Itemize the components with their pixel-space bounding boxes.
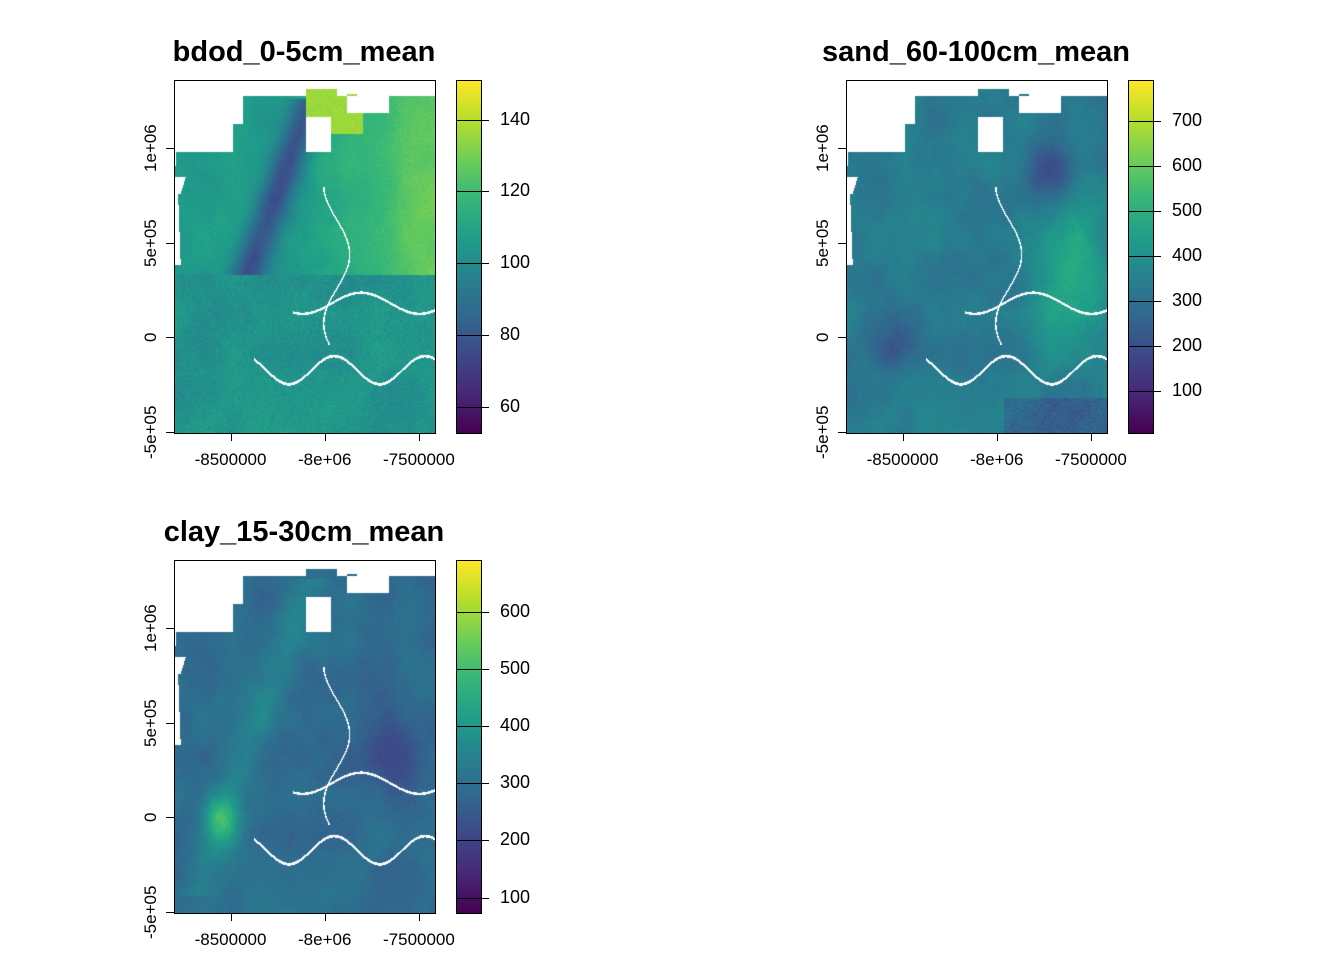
y-tick-mark	[166, 337, 174, 339]
panel-title: bdod_0-5cm_mean	[172, 36, 436, 68]
y-tick-label: 5e+05	[141, 698, 160, 747]
legend-tick-label: 500	[1172, 199, 1203, 220]
legend-tick-label: 400	[1172, 245, 1203, 265]
y-tick-label: 0	[141, 812, 160, 823]
x-tick-label: -8500000	[194, 930, 267, 949]
legend-tick-mark	[456, 119, 489, 121]
raster-image	[175, 561, 435, 913]
x-tick-label: -7500000	[383, 450, 455, 469]
y-tick-mark	[838, 148, 846, 150]
x-tick-label: -8500000	[194, 450, 267, 469]
y-tick-mark	[166, 912, 174, 913]
legend-tick-mark	[1128, 256, 1161, 257]
legend-tick-mark	[456, 335, 489, 337]
panel-title: sand_60-100cm_mean	[822, 36, 1130, 68]
y-tick-label: 1e+06	[141, 124, 160, 172]
legend-tick-mark	[1128, 210, 1161, 212]
raster-map	[174, 560, 436, 914]
y-tick-mark	[166, 432, 174, 433]
legend-tick-mark	[456, 263, 489, 265]
x-tick-label: -8e+06	[298, 450, 352, 469]
legend-tick-mark	[1128, 346, 1161, 348]
y-tick-mark	[838, 432, 846, 433]
x-tick-mark	[996, 433, 998, 441]
x-tick-mark	[418, 913, 420, 921]
y-tick-label: 0	[813, 332, 832, 343]
raster-image	[847, 81, 1107, 433]
x-tick-mark	[902, 433, 904, 441]
legend-tick-mark	[456, 191, 489, 193]
x-tick-mark	[324, 913, 326, 921]
legend-tick-label: 200	[1172, 335, 1203, 356]
y-tick-mark	[838, 337, 846, 339]
x-tick-label: -7500000	[383, 930, 455, 949]
legend-tick-mark	[456, 783, 489, 785]
y-tick-mark	[166, 148, 174, 150]
legend-tick-label: 140	[500, 108, 531, 129]
raster-image	[175, 81, 435, 433]
x-tick-mark	[230, 913, 232, 921]
x-tick-mark	[418, 433, 420, 441]
raster-map	[174, 80, 436, 434]
legend-tick-mark	[456, 840, 489, 842]
x-tick-mark	[324, 433, 326, 441]
y-tick-label: -5e+05	[141, 885, 160, 939]
legend-tick-label: 600	[1172, 154, 1203, 175]
legend-tick-mark	[456, 668, 489, 670]
legend-tick-mark	[1128, 120, 1161, 122]
y-tick-mark	[166, 242, 174, 244]
legend-tick-mark	[456, 611, 489, 613]
legend-tick-label: 200	[500, 829, 531, 850]
color-ramp	[457, 81, 481, 433]
legend-tick-label: 100	[500, 252, 531, 273]
legend-tick-label: 60	[500, 395, 521, 416]
y-tick-mark	[166, 722, 174, 724]
legend-tick-mark	[1128, 165, 1161, 167]
legend-tick-label: 600	[500, 600, 531, 621]
legend-tick-label: 300	[500, 772, 531, 793]
x-tick-label: -8e+06	[298, 930, 352, 949]
x-tick-label: -7500000	[1055, 450, 1127, 469]
y-tick-label: 5e+05	[813, 218, 832, 267]
raster-map	[846, 80, 1108, 434]
legend-tick-mark	[456, 897, 489, 899]
legend-tick-label: 700	[1172, 109, 1203, 130]
y-tick-mark	[166, 817, 174, 819]
legend-tick-label: 500	[500, 657, 531, 678]
color-legend	[1128, 80, 1154, 434]
y-tick-label: -5e+05	[813, 405, 832, 459]
color-legend	[456, 560, 482, 914]
legend-tick-label: 80	[500, 324, 521, 345]
legend-tick-label: 300	[1172, 290, 1203, 311]
legend-tick-mark	[1128, 301, 1161, 303]
legend-tick-label: 120	[500, 180, 531, 201]
y-tick-mark	[166, 628, 174, 630]
legend-tick-mark	[456, 725, 489, 727]
legend-tick-label: 100	[500, 886, 531, 907]
y-tick-label: 1e+06	[813, 124, 832, 172]
x-tick-label: -8e+06	[970, 450, 1024, 469]
legend-tick-label: 100	[1172, 380, 1203, 401]
y-tick-label: -5e+05	[141, 405, 160, 459]
color-legend	[456, 80, 482, 434]
y-tick-label: 1e+06	[141, 604, 160, 652]
color-ramp	[457, 561, 481, 913]
y-tick-label: 5e+05	[141, 218, 160, 267]
x-tick-mark	[230, 433, 232, 441]
panel-title: clay_15-30cm_mean	[163, 516, 445, 548]
x-tick-mark	[1090, 433, 1092, 441]
legend-tick-mark	[456, 406, 489, 408]
y-tick-label: 0	[141, 332, 160, 343]
x-tick-label: -8500000	[866, 450, 939, 469]
legend-tick-mark	[1128, 391, 1161, 393]
legend-tick-label: 400	[500, 714, 531, 735]
y-tick-mark	[838, 242, 846, 244]
color-ramp	[1129, 81, 1153, 433]
